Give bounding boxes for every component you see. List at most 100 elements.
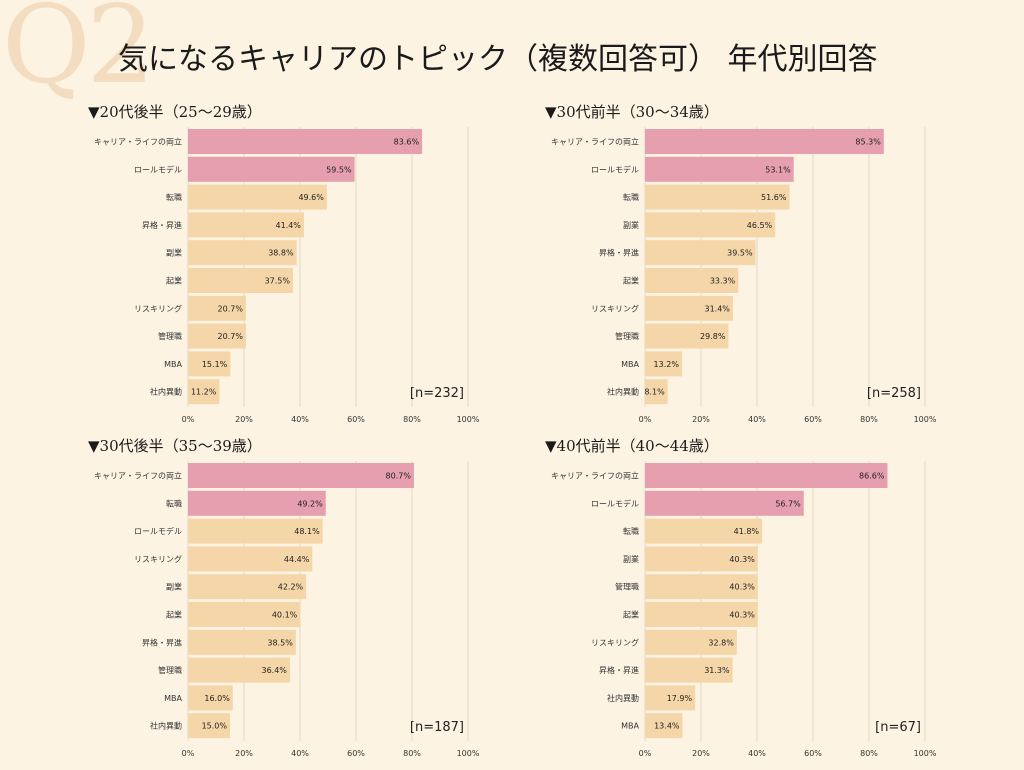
bar xyxy=(645,602,758,627)
sample-size-label: [n=187] xyxy=(410,720,464,735)
value-label: 31.4% xyxy=(704,304,730,313)
value-label: 13.2% xyxy=(654,360,680,369)
x-tick-label: 60% xyxy=(347,749,365,758)
x-tick-label: 100% xyxy=(914,749,937,758)
x-tick-label: 60% xyxy=(804,749,822,758)
value-label: 40.3% xyxy=(729,555,755,564)
bar xyxy=(645,240,756,266)
bar xyxy=(645,490,804,516)
value-label: 56.7% xyxy=(775,499,801,508)
category-label: リスキリング xyxy=(591,637,639,647)
category-label: ロールモデル xyxy=(591,164,639,174)
value-label: 40.3% xyxy=(729,583,755,592)
value-label: 83.6% xyxy=(394,138,420,147)
bar xyxy=(188,240,297,266)
value-label: 38.8% xyxy=(268,249,294,258)
category-label: 社内異動 xyxy=(150,387,182,397)
category-label: キャリア・ライフの両立 xyxy=(551,471,639,481)
bar xyxy=(188,546,313,572)
value-label: 86.6% xyxy=(859,472,885,481)
category-label: リスキリング xyxy=(134,554,182,564)
x-tick-label: 0% xyxy=(182,749,195,758)
value-label: 13.4% xyxy=(654,722,680,731)
category-label: 副業 xyxy=(166,248,182,258)
category-label: MBA xyxy=(621,722,639,731)
category-label: ロールモデル xyxy=(134,526,182,536)
category-label: リスキリング xyxy=(591,303,639,313)
value-label: 29.8% xyxy=(700,332,726,341)
category-label: 起業 xyxy=(623,276,639,286)
bar xyxy=(645,713,683,739)
chart-title: ▼30代後半（35～39歳） xyxy=(88,437,262,455)
category-label: 管理職 xyxy=(615,331,639,341)
bar xyxy=(188,129,423,154)
value-label: 49.6% xyxy=(298,193,324,202)
category-label: 昇格・昇進 xyxy=(599,248,639,258)
value-label: 32.8% xyxy=(708,638,734,647)
bar xyxy=(188,212,304,238)
value-label: 80.7% xyxy=(386,472,412,481)
category-label: 起業 xyxy=(166,276,182,286)
value-label: 51.6% xyxy=(761,193,787,202)
bar-chart: 0% 20% 40% 60% 80% 100% キャリア・ライフの両立 80.7% 転職 49.2… xyxy=(94,461,480,758)
x-tick-label: 100% xyxy=(457,749,480,758)
bar xyxy=(188,463,414,488)
category-label: MBA xyxy=(621,360,639,369)
x-tick-label: 40% xyxy=(748,749,766,758)
sample-size-label: [n=232] xyxy=(410,386,464,401)
bar xyxy=(645,574,758,600)
bar xyxy=(645,295,733,321)
value-label: 15.1% xyxy=(202,360,228,369)
category-label: MBA xyxy=(164,360,182,369)
value-label: 11.2% xyxy=(191,388,217,397)
category-label: キャリア・ライフの両立 xyxy=(94,137,182,147)
bar xyxy=(645,518,763,544)
value-label: 46.5% xyxy=(747,221,773,230)
value-label: 38.5% xyxy=(267,638,293,647)
bar xyxy=(645,268,739,293)
bar xyxy=(188,323,246,349)
chart-title: ▼40代前半（40～44歳） xyxy=(545,437,719,455)
x-tick-label: 0% xyxy=(639,749,652,758)
x-tick-label: 20% xyxy=(235,749,253,758)
category-label: 副業 xyxy=(623,554,639,564)
bar xyxy=(645,351,682,377)
x-tick-label: 20% xyxy=(235,415,253,424)
value-label: 37.5% xyxy=(265,277,291,286)
value-label: 53.1% xyxy=(765,165,791,174)
chart-panel-30s-late: ▼30代後半（35～39歳） 0% 20% 40% 60% 80% 100% キャリア・ライ… xyxy=(88,435,600,770)
x-tick-label: 40% xyxy=(291,749,309,758)
bar-chart: 0% 20% 40% 60% 80% 100% キャリア・ライフの両立 86.6% ロールモデル… xyxy=(551,461,937,758)
value-label: 40.3% xyxy=(729,611,755,620)
bar xyxy=(188,685,233,711)
category-label: 副業 xyxy=(166,582,182,592)
x-tick-label: 80% xyxy=(403,415,421,424)
bar xyxy=(188,713,230,739)
bar xyxy=(188,268,293,293)
category-label: 起業 xyxy=(166,610,182,620)
bar xyxy=(645,685,696,711)
value-label: 20.7% xyxy=(218,304,244,313)
bar xyxy=(645,184,790,210)
chart-panel-40s-early: ▼40代前半（40～44歳） 0% 20% 40% 60% 80% 100% キャリア・ライ… xyxy=(545,435,1024,770)
x-tick-label: 80% xyxy=(860,749,878,758)
category-label: 転職 xyxy=(166,499,182,508)
bar xyxy=(645,629,737,655)
x-tick-label: 100% xyxy=(457,415,480,424)
value-label: 15.0% xyxy=(202,722,228,731)
bar xyxy=(188,574,307,600)
x-tick-label: 60% xyxy=(804,415,822,424)
category-label: リスキリング xyxy=(134,303,182,313)
value-label: 36.4% xyxy=(261,666,287,675)
x-tick-label: 0% xyxy=(639,415,652,424)
category-label: 転職 xyxy=(623,527,639,536)
category-label: 昇格・昇進 xyxy=(142,637,182,647)
category-label: 管理職 xyxy=(158,665,182,675)
x-tick-label: 40% xyxy=(748,415,766,424)
chart-panel-20s-late: ▼20代後半（25～29歳） 0% 20% 40% 60% 80% 100% キャリア・ライ… xyxy=(88,101,600,436)
bar xyxy=(188,629,296,655)
chart-panel-30s-early: ▼30代前半（30～34歳） 0% 20% 40% 60% 80% 100% キャリア・ライ… xyxy=(545,101,1024,436)
bar xyxy=(188,490,326,516)
category-label: ロールモデル xyxy=(591,498,639,508)
bar xyxy=(645,129,884,154)
